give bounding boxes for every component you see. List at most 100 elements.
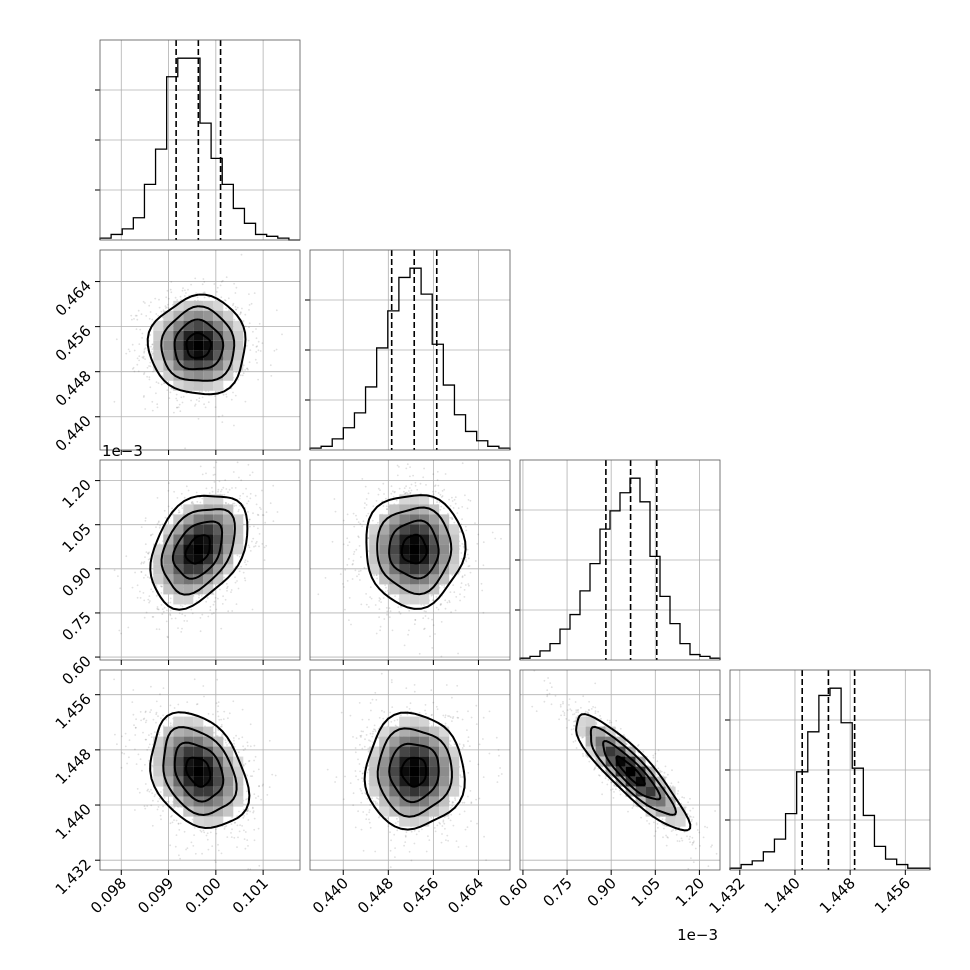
sample-point [375,632,378,635]
sample-point [423,604,425,606]
sample-point [227,503,230,505]
sample-point [244,325,247,328]
sample-point [190,283,193,286]
sample-point [215,702,218,705]
sample-point [226,836,229,838]
sample-point [156,406,159,409]
density-cell [213,534,224,545]
sample-point [448,601,451,604]
sample-point [151,533,154,536]
sample-point [213,283,216,285]
density-cell [223,330,234,341]
sample-point [155,526,157,529]
density-cell [409,554,420,565]
sample-point [255,328,257,330]
density-0-2 [153,494,244,605]
sample-point [157,382,160,385]
sample-point [233,502,236,505]
density-cell [173,350,184,361]
sample-point [147,576,149,578]
density-cell [173,310,184,321]
sample-point [455,596,458,598]
sample-point [430,594,433,597]
sample-point [226,744,228,746]
sample-point [155,595,158,597]
sample-point [252,330,254,333]
sample-point [404,492,407,495]
sample-point [157,521,160,524]
panel-frame-0-2 [99,459,301,661]
sample-point [184,447,187,450]
sample-point [151,318,154,321]
sample-point [244,561,246,564]
sample-point [183,496,186,499]
sample-point [207,401,210,404]
sample-point [460,552,463,554]
sample-point [193,678,196,681]
sample-point [137,370,140,373]
sample-point [245,487,248,490]
sample-point [452,507,455,509]
density-cell [203,370,214,381]
sample-point [179,410,182,413]
sample-point [167,601,169,604]
sample-point [405,491,408,494]
sample-point [208,296,211,299]
sample-point [257,349,260,352]
sample-point [149,361,152,364]
sample-point [432,599,435,602]
sample-point [461,506,464,508]
sample-point [164,516,167,519]
sample-point [136,357,139,360]
sample-point [382,482,385,485]
density-cell [399,544,410,555]
sample-point [220,280,223,283]
density-cell [203,494,214,505]
density-cell [233,360,244,371]
sample-point [163,509,166,512]
density-cell [193,554,204,565]
sample-point [166,389,169,391]
sample-point [436,479,439,481]
density-cell [153,574,164,585]
sample-point [230,591,232,593]
sample-point [386,610,389,613]
sample-point [156,607,159,610]
sample-point [238,497,241,500]
sample-point [131,368,134,370]
sample-point [197,417,200,420]
sample-point [151,824,154,827]
sample-point [432,473,435,476]
sample-point [158,520,160,523]
sample-point [427,617,430,620]
sample-point [435,606,438,609]
density-cell [429,564,440,575]
sample-point [437,608,440,611]
sample-point [251,540,253,543]
density-cell [223,534,234,545]
sample-point [436,470,439,473]
sample-point [253,545,255,548]
sample-point [353,525,356,528]
sample-point [249,349,252,351]
sample-point [214,859,217,862]
sample-point [237,587,240,590]
density-cell [409,534,420,545]
sample-point [384,590,387,593]
sample-point [140,571,143,573]
density-cell [419,514,430,525]
sample-point [203,291,206,294]
sample-point [155,711,158,714]
sample-point [232,471,235,473]
density-cell [449,564,460,575]
sample-point [253,525,255,528]
sample-point [141,337,144,339]
hist-frame-0 [99,39,301,241]
sample-point [360,556,362,558]
sample-point [138,791,141,794]
sample-point [494,537,497,540]
density-cell [183,584,194,595]
density-cell [213,544,224,555]
sample-point [208,492,211,494]
density-cell [399,494,410,505]
